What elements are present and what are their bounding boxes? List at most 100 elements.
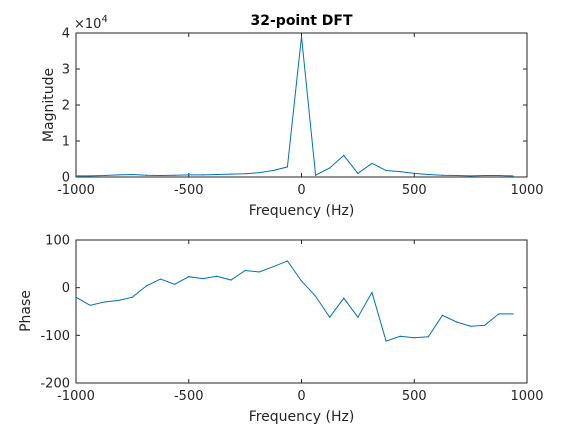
phase-data-point [75, 296, 77, 298]
phase-data-point [89, 304, 91, 306]
magnitude-data-point [371, 162, 373, 164]
magnitude-x-tick-label: 0 [297, 183, 305, 198]
phase-y-tick-label: -200 [40, 377, 70, 392]
magnitude-data-point [512, 175, 514, 177]
magnitude-data-point [484, 174, 486, 177]
phase-y-tick-label: -100 [40, 329, 70, 344]
phase-data-point [498, 313, 500, 315]
chart-title: 32-point DFT [251, 13, 353, 29]
magnitude-plot-area [75, 32, 528, 178]
phase-data-point [300, 280, 303, 282]
magnitude-data-point [413, 172, 415, 174]
phase-data-point [314, 295, 317, 297]
phase-data-point [399, 335, 401, 337]
magnitude-data-point [89, 175, 91, 177]
phase-data-point [357, 316, 359, 318]
magnitude-y-tick-label: 3 [62, 63, 70, 78]
magnitude-series-line [76, 36, 513, 177]
magnitude-data-point [202, 174, 204, 176]
phase-x-axis-label: Frequency (Hz) [249, 409, 355, 425]
phase-x-tick-label: 500 [402, 389, 427, 404]
phase-series-line [75, 260, 513, 342]
magnitude-data-point [244, 173, 246, 175]
magnitude-axes: -1000 -500 0 500 1000 0 1 2 3 4 32-point DFT Freq… [41, 13, 544, 219]
phase-data-point [371, 291, 373, 294]
magnitude-y-tick-label: 4 [62, 27, 70, 42]
magnitude-x-axis-label: Frequency (Hz) [249, 203, 355, 219]
magnitude-x-tick-label: -1000 [57, 183, 95, 198]
magnitude-data-point [329, 167, 331, 169]
phase-x-tick-label: 1000 [510, 389, 543, 404]
magnitude-data-point [385, 169, 387, 172]
magnitude-data-point [159, 174, 162, 177]
phase-data-point [216, 275, 218, 277]
phase-data-point [286, 260, 289, 262]
magnitude-x-tick-label: 1000 [510, 183, 543, 198]
magnitude-x-tick-label: 500 [402, 183, 427, 198]
phase-data-point [413, 337, 415, 339]
phase-data-point [244, 269, 246, 272]
phase-plot-area [75, 239, 528, 384]
magnitude-data-point [258, 172, 260, 174]
phase-data-point [103, 301, 105, 303]
phase-data-point [329, 316, 331, 318]
phase-data-point [272, 266, 274, 268]
phase-data-point [188, 276, 190, 278]
magnitude-y-tick-label: 2 [62, 99, 70, 114]
phase-x-tick-label: -1000 [57, 389, 95, 404]
magnitude-data-point [117, 174, 119, 176]
magnitude-tick-labels: -1000 -500 0 500 1000 0 1 2 3 4 [57, 27, 543, 199]
phase-data-point [512, 313, 514, 315]
phase-data-point [159, 278, 162, 280]
magnitude-data-point [427, 173, 429, 176]
phase-data-point [117, 299, 119, 302]
magnitude-exponent-label: ×104 [74, 14, 108, 32]
magnitude-data-point [343, 154, 345, 156]
phase-data-point [230, 279, 232, 281]
magnitude-data-point [174, 174, 176, 176]
magnitude-data-point [314, 174, 317, 176]
magnitude-data-point [75, 175, 77, 177]
magnitude-x-tick-label: -500 [174, 183, 204, 198]
magnitude-data-point [216, 173, 218, 176]
magnitude-data-point [455, 174, 458, 177]
magnitude-data-point [145, 174, 148, 176]
magnitude-data-point [498, 174, 500, 177]
magnitude-y-tick-label: 1 [62, 135, 70, 150]
magnitude-tick-marks [75, 32, 528, 178]
magnitude-y-axis-label: Magnitude [41, 68, 57, 142]
phase-data-point [441, 314, 444, 316]
phase-y-axis-label: Phase [18, 290, 34, 332]
magnitude-data-point [230, 173, 232, 175]
phase-data-point [470, 325, 472, 327]
phase-data-point [455, 321, 458, 323]
phase-data-point [427, 336, 429, 338]
phase-data-point [174, 283, 176, 285]
phase-data-point [131, 296, 133, 298]
phase-x-tick-label: 0 [297, 389, 305, 404]
magnitude-data-point [399, 171, 401, 173]
phase-y-tick-label: 100 [45, 234, 70, 249]
magnitude-data-point [286, 166, 289, 168]
magnitude-data-point [300, 36, 303, 38]
exponent-base: ×10 [74, 17, 101, 32]
magnitude-data-point [131, 173, 133, 176]
phase-tick-marks [75, 239, 528, 384]
phase-y-tick-label: 0 [62, 281, 70, 296]
magnitude-data-point [272, 169, 274, 172]
phase-data-point [343, 297, 345, 299]
phase-x-tick-label: -500 [174, 389, 204, 404]
phase-data-point [202, 278, 204, 280]
phase-data-point [258, 271, 260, 273]
magnitude-data-point [103, 174, 105, 177]
phase-data-point [484, 324, 486, 326]
magnitude-data-point [357, 172, 359, 174]
magnitude-data-point [441, 174, 444, 176]
phase-data-point [145, 285, 148, 287]
magnitude-data-point [188, 174, 190, 176]
exponent-power: 4 [101, 14, 107, 25]
phase-data-point [385, 340, 387, 342]
